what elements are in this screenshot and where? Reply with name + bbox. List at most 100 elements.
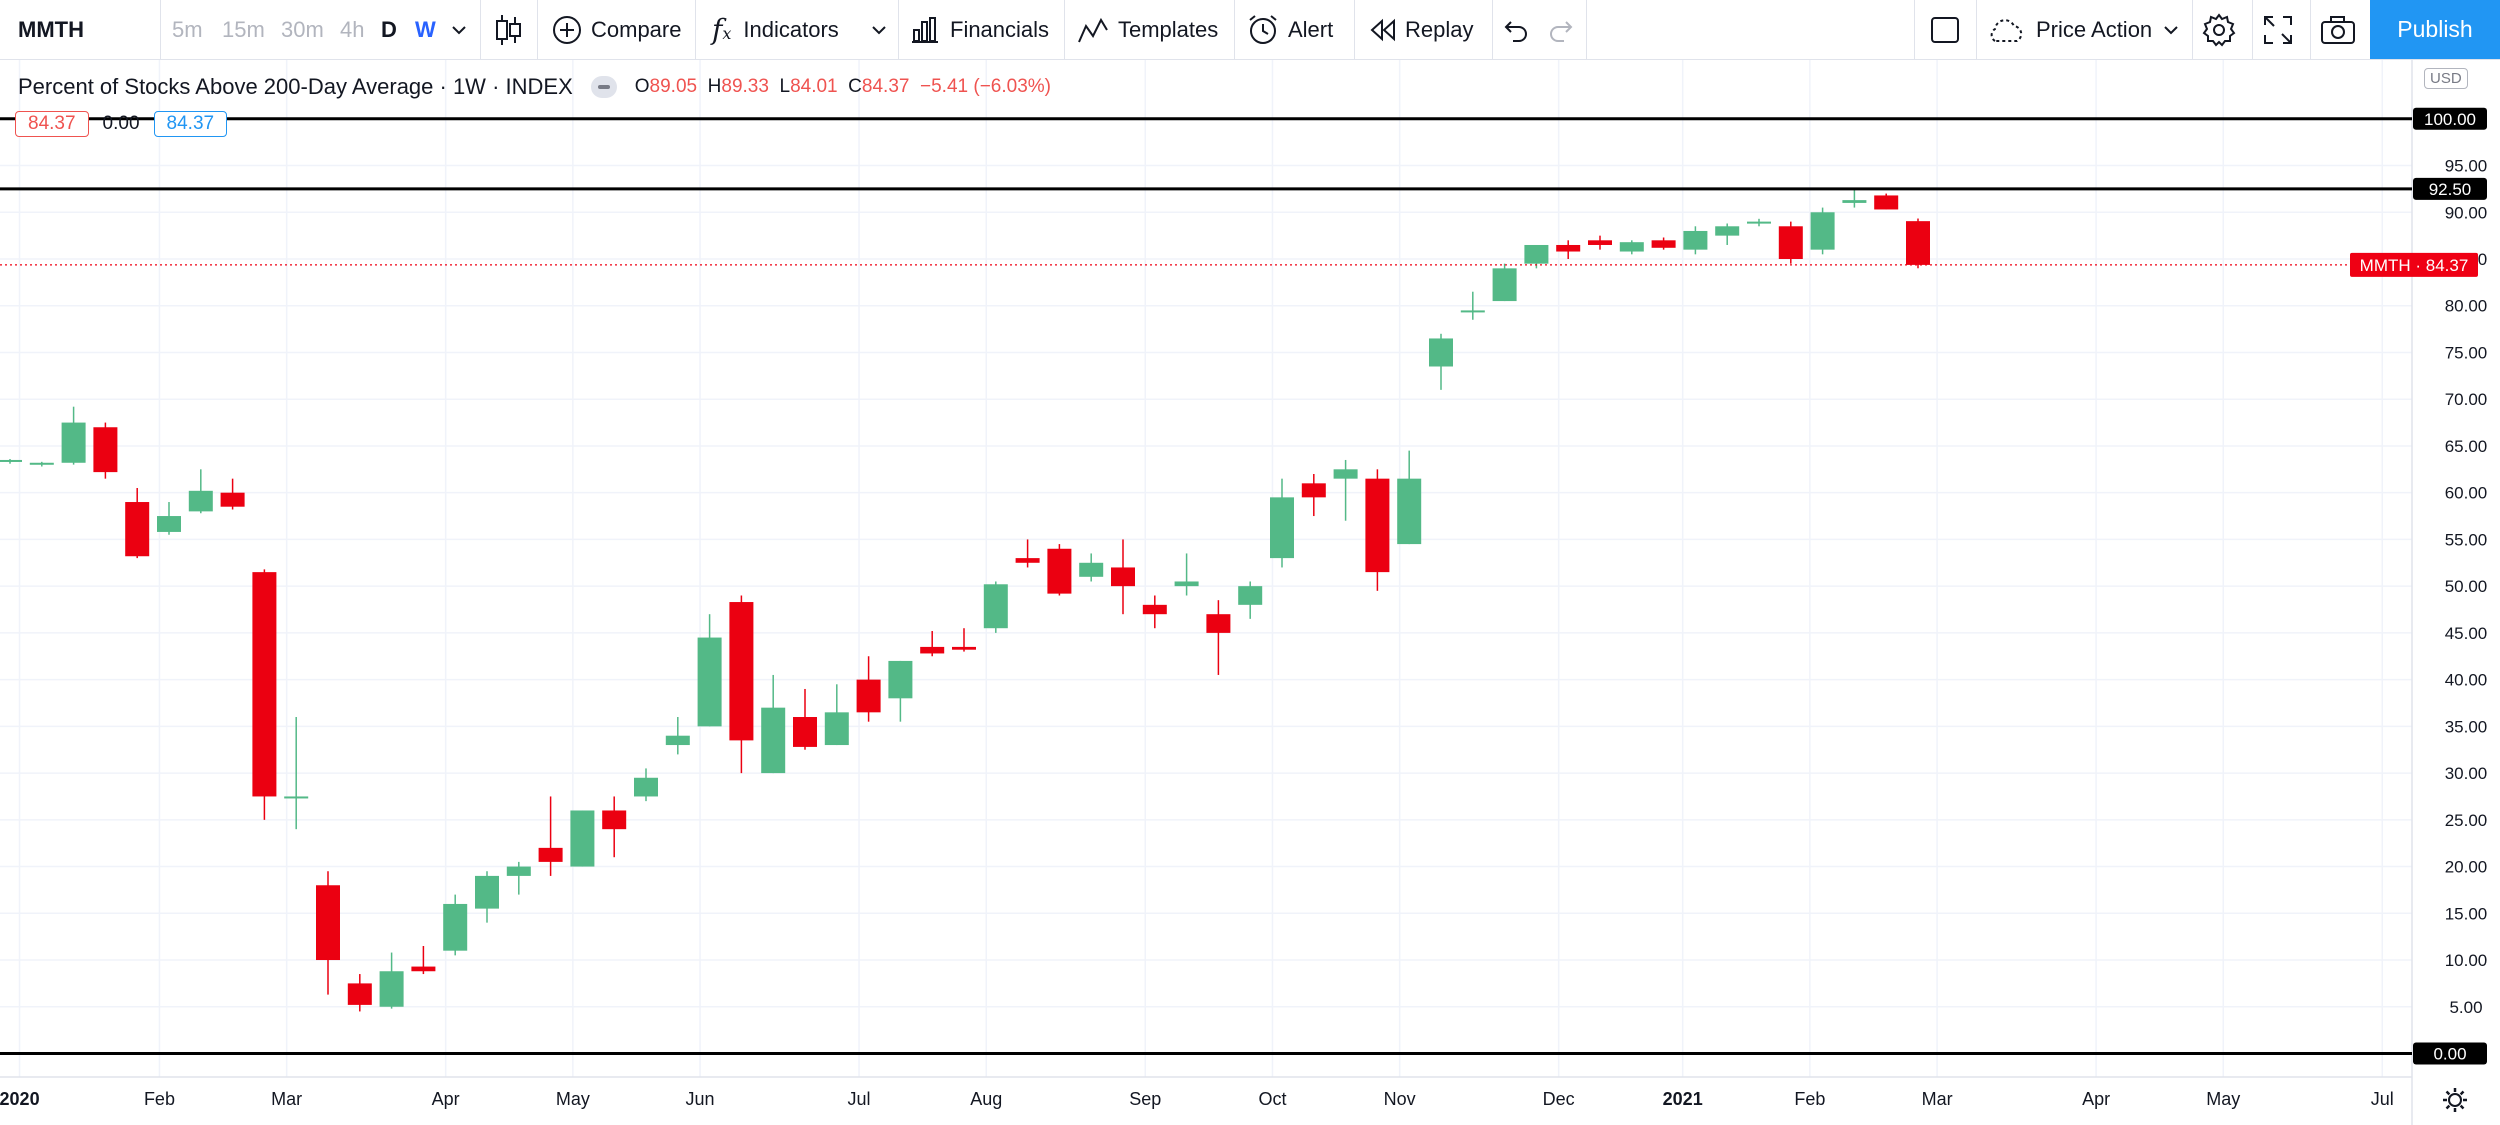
candle-body [824, 712, 849, 746]
candle [475, 871, 499, 923]
fullscreen-button[interactable] [2263, 0, 2293, 59]
indicators-button[interactable]: fx Indicators [712, 0, 839, 59]
candlestick-icon [496, 14, 521, 45]
undo-button[interactable] [1503, 0, 1529, 59]
time-tick-label: Feb [1794, 1089, 1825, 1109]
candle [252, 569, 277, 820]
redo-icon [1550, 20, 1573, 42]
time-tick-label: Jun [686, 1089, 715, 1109]
time-tick-label: Apr [2082, 1089, 2110, 1109]
candle [347, 974, 372, 1012]
time-tick-label: Feb [144, 1089, 175, 1109]
price-tick-label: 55.00 [2445, 530, 2488, 549]
indicators-dropdown-button[interactable] [871, 0, 887, 59]
redo-button[interactable] [1548, 0, 1574, 59]
interval-label: 4h [340, 16, 365, 42]
candle [1142, 595, 1167, 629]
symbol-search-button[interactable]: MMTH [18, 0, 84, 59]
separator [1354, 0, 1355, 59]
hide-series-icon[interactable] [590, 76, 617, 98]
time-tick-label: 2020 [0, 1089, 40, 1109]
candle-body [1333, 469, 1358, 479]
function-icon: fx [712, 13, 732, 46]
separator [480, 0, 481, 59]
compare-button[interactable]: Compare [551, 0, 681, 59]
price-tick-label: 25.00 [2445, 811, 2488, 830]
separator [898, 0, 899, 59]
candle [1270, 478, 1294, 568]
candle-body [1683, 230, 1708, 250]
change-value: −5.41 (−6.03%) [920, 76, 1051, 97]
interval-15m-button[interactable]: 15m [222, 0, 265, 59]
candle [1429, 333, 1453, 390]
candle [93, 422, 118, 479]
time-scale-settings-icon[interactable] [2443, 1088, 2467, 1112]
alert-button[interactable]: Alert [1246, 0, 1333, 59]
interval-label: 5m [172, 16, 203, 42]
candle-body [1174, 581, 1199, 587]
chart-type-button[interactable] [494, 0, 522, 59]
interval-5m-button[interactable]: 5m [172, 0, 203, 59]
candle-body [1015, 558, 1040, 563]
interval-4h-button[interactable]: 4h [340, 0, 364, 59]
layout-dropdown-button[interactable] [2163, 0, 2179, 59]
templates-button[interactable]: Templates [1077, 0, 1218, 59]
candle-body [443, 903, 468, 951]
candle-body [1778, 226, 1803, 260]
square-icon [1931, 16, 1959, 43]
time-tick-label: Apr [432, 1089, 460, 1109]
publish-button[interactable]: Publish [2370, 0, 2500, 59]
time-tick-label: Sep [1129, 1089, 1161, 1109]
candle [1397, 450, 1422, 545]
gear-tooth [2459, 1090, 2465, 1096]
price-tick-label: 40.00 [2445, 671, 2488, 690]
publish-label: Publish [2397, 16, 2473, 42]
series-title: Percent of Stocks Above 200-Day Average … [18, 74, 573, 99]
candle [634, 768, 658, 802]
alarm-clock-icon [1249, 14, 1277, 44]
candle-body [634, 777, 658, 797]
value-box-red: 84.37 [15, 111, 89, 137]
price-chart[interactable]: 5.00 10.00 15.00 20.00 25.00 30.00 35.00 40.00 4… [0, 60, 2500, 1125]
price-tick-label: 5.00 [2449, 998, 2482, 1017]
horizontal-line-price-label: 100.00 [2424, 110, 2476, 129]
candle [952, 628, 976, 652]
currency-label[interactable]: USD [2424, 68, 2468, 89]
replay-button[interactable]: Replay [1369, 0, 1473, 59]
gear-tooth [2459, 1104, 2465, 1110]
financials-button[interactable]: Financials [910, 0, 1049, 59]
candle-body [475, 875, 499, 909]
candle-body [1270, 497, 1294, 559]
interval-30m-button[interactable]: 30m [281, 0, 324, 59]
candle-body [1206, 614, 1231, 633]
candle [697, 614, 722, 727]
candle-body [1906, 221, 1930, 265]
candle [856, 656, 881, 722]
candle-body [1524, 244, 1549, 264]
candle-body [316, 885, 340, 961]
candle-body [1238, 586, 1263, 605]
candle [1810, 207, 1835, 255]
price-tick-label: 60.00 [2445, 484, 2488, 503]
candle [506, 861, 531, 895]
candle [1492, 263, 1517, 302]
candle [888, 660, 913, 722]
price-action-layout-button[interactable]: Price Action [1986, 0, 2152, 59]
layout-button[interactable] [1930, 0, 1960, 59]
candle-body [411, 966, 436, 972]
candle-body [1810, 212, 1835, 250]
candle-body [1874, 195, 1899, 210]
candle [1301, 473, 1326, 517]
interval-d-button[interactable]: D [381, 0, 397, 59]
separator [1064, 0, 1065, 59]
interval-dropdown-button[interactable] [451, 0, 467, 59]
time-tick-label: Jul [2371, 1089, 2394, 1109]
candle [1556, 240, 1581, 260]
snapshot-button[interactable] [2320, 0, 2356, 59]
candle [1683, 226, 1708, 255]
candle-body [157, 516, 181, 532]
settings-button[interactable] [2201, 0, 2237, 59]
interval-w-button[interactable]: W [415, 0, 436, 59]
candle-body [856, 679, 881, 713]
camera-icon [2321, 15, 2355, 44]
